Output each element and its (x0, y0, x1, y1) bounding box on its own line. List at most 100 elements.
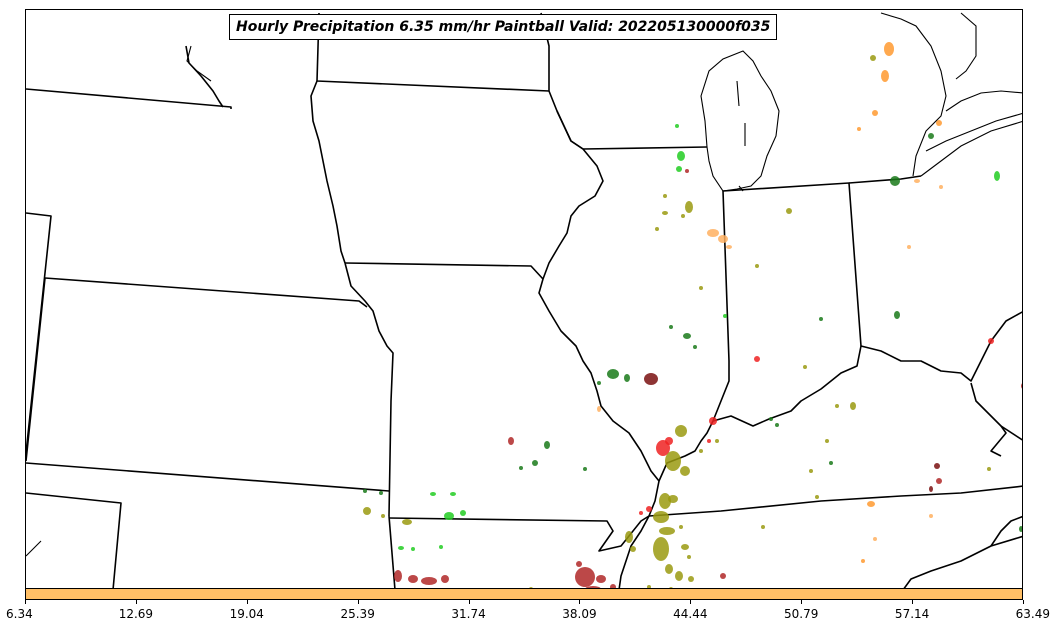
precip-blob (1019, 526, 1022, 532)
oklahoma-panhandle-boundary (26, 492, 122, 588)
colorbar-tick-label: 50.79 (784, 607, 819, 621)
west-virginia-boundary (1000, 425, 1022, 441)
lake-shore-upper (186, 45, 212, 82)
precip-blob (583, 467, 587, 471)
precip-blob (803, 365, 807, 369)
precip-blob (430, 492, 436, 496)
precip-blob (675, 571, 683, 581)
precip-blob (872, 110, 878, 116)
precip-blob (857, 127, 861, 131)
precip-blob (870, 55, 876, 61)
precip-blob (769, 417, 773, 421)
colorbar-tick-mark (135, 600, 137, 604)
missouri-arkansas-boundary (388, 515, 650, 552)
precip-blob (988, 338, 994, 344)
precip-blob (755, 264, 759, 268)
colorbar-ticks: 6.34 12.69 19.04 25.39 31.74 38.09 44.44 50.79 5… (0, 600, 1053, 630)
precip-blob (693, 345, 697, 349)
precip-blob (928, 133, 934, 139)
precip-blob (819, 317, 823, 321)
oklahoma-arkansas-boundary (388, 515, 396, 588)
colorbar-tick-mark (246, 600, 248, 604)
precip-blob (685, 201, 693, 213)
precip-blob (363, 489, 367, 493)
precip-blob (726, 245, 732, 249)
precip-blob (576, 561, 582, 567)
precip-blob (994, 171, 1000, 181)
precip-blob (720, 573, 726, 579)
precip-blob (585, 586, 601, 588)
mississippi-lower (618, 515, 650, 588)
precip-blob (676, 166, 682, 172)
colorbar-tick-label: 6.34 (6, 607, 33, 621)
precip-blob (699, 449, 703, 453)
precip-blob (644, 373, 658, 385)
georgian-bay (955, 12, 977, 80)
colorbar-tick-label: 19.04 (229, 607, 264, 621)
precip-blob (890, 176, 900, 186)
ohio-michigan-boundary (848, 175, 922, 184)
precip-blob (398, 546, 404, 550)
precip-blob (665, 451, 681, 471)
precip-blobs (363, 42, 1022, 588)
precip-blob (659, 527, 675, 535)
precip-blob (679, 525, 683, 529)
precip-blob (761, 525, 765, 529)
iowa-missouri-boundary (344, 262, 544, 280)
precip-blob (655, 227, 659, 231)
precip-blob (669, 325, 673, 329)
precip-blob (653, 537, 669, 561)
precip-blob (1021, 383, 1022, 389)
precip-blob (450, 492, 456, 496)
minnesota-west-boundary (185, 45, 224, 108)
indiana-michigan-boundary (722, 182, 862, 347)
precip-blob (850, 402, 856, 410)
colorbar-tick-label: 57.14 (894, 607, 930, 621)
precip-blob (688, 576, 694, 582)
colorbar-tick-label: 31.74 (451, 607, 486, 621)
precip-blob (699, 286, 703, 290)
colorbar-tick-mark (801, 600, 803, 604)
precip-blob (929, 514, 933, 518)
colorbar-tick-mark (1023, 600, 1024, 604)
precip-blob (665, 437, 673, 445)
precip-blob (685, 169, 689, 173)
precip-blob (408, 575, 418, 583)
precip-blob (894, 311, 900, 319)
lake-erie (920, 121, 1022, 177)
precip-blob (936, 478, 942, 484)
colorbar-tick-label: 38.09 (562, 607, 597, 621)
precip-blob (411, 547, 415, 551)
precip-blob (544, 441, 550, 449)
precip-blob (809, 469, 813, 473)
precip-blob (934, 463, 940, 469)
precip-blob (680, 466, 690, 476)
precip-blob (519, 466, 523, 470)
kansas-oklahoma-boundary (26, 462, 390, 492)
precip-blob (929, 486, 933, 492)
precip-blob (675, 124, 679, 128)
appalachian-boundary (990, 515, 1022, 547)
precip-blob (707, 229, 719, 237)
colorbar-tick-mark (579, 600, 581, 604)
precip-blob (881, 70, 889, 82)
precip-blob (402, 519, 412, 525)
precip-blob (939, 185, 943, 189)
precip-blob (681, 544, 689, 550)
illinois-wisconsin-boundary (582, 146, 708, 150)
ontario-shore (945, 90, 1022, 112)
colorbar-tick-label: 63.49 (1015, 607, 1050, 621)
precip-blob (575, 567, 595, 587)
precip-blob (718, 235, 728, 243)
colorbar-tick-mark (357, 600, 359, 604)
precip-blob (987, 467, 991, 471)
precip-blob (665, 564, 673, 574)
precip-blob (723, 314, 727, 318)
precip-blob (663, 194, 667, 198)
precip-blob (709, 417, 717, 425)
precip-blob (630, 546, 636, 552)
precip-blob (914, 179, 920, 183)
precip-blob (607, 369, 619, 379)
colorbar-tick-mark (912, 600, 914, 604)
ohio-river (712, 311, 1022, 427)
